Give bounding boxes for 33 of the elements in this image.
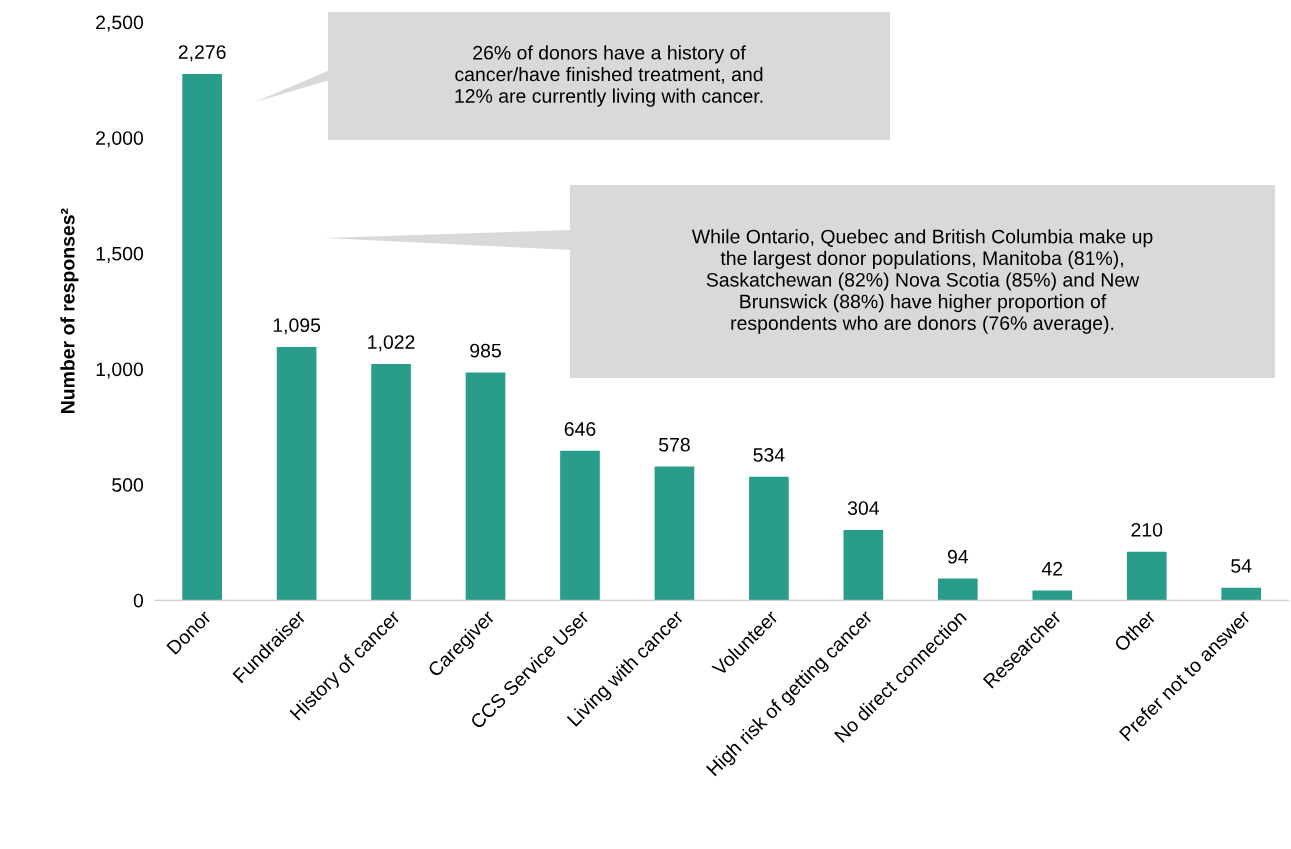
bar xyxy=(560,450,600,601)
data-label: 646 xyxy=(564,422,596,436)
bar xyxy=(843,529,884,601)
y-tick-label: 0 xyxy=(133,593,144,608)
bar xyxy=(465,372,506,601)
y-tick-label: 500 xyxy=(112,478,144,492)
data-label: 210 xyxy=(1131,522,1163,537)
bar xyxy=(371,363,411,601)
annotation: While Ontario, Quebec and British Columbia make up the largest donor populations, Manitoba (81%), Saskatchewan (82%) Nova Scotia (85%) and New Brunswick (88%) have higher proportion of respondents who are donors (76% average). xyxy=(691,229,1153,334)
bar xyxy=(276,347,317,601)
data-label: 1,022 xyxy=(368,335,415,352)
y-axis-title: Number of responses² xyxy=(60,208,79,414)
bar xyxy=(1126,551,1167,601)
data-label: 94 xyxy=(947,549,969,564)
y-tick-label: 1,000 xyxy=(96,362,144,379)
bar xyxy=(1221,587,1262,601)
y-tick-label: 2,000 xyxy=(96,131,144,148)
bar xyxy=(749,476,789,601)
data-label: 54 xyxy=(1231,559,1252,573)
bar xyxy=(654,466,695,601)
bar xyxy=(1032,590,1073,601)
data-label: 578 xyxy=(659,437,690,452)
bar xyxy=(937,578,978,601)
data-label: 2,276 xyxy=(178,45,226,62)
annotation: 26% of donors have a history of cancer/have finished treatment, and 12% are currently living with cancer. xyxy=(455,45,763,107)
y-tick-label: 1,500 xyxy=(96,246,144,263)
data-label: 42 xyxy=(1041,561,1063,576)
data-label: 1,095 xyxy=(273,318,321,335)
data-label: 985 xyxy=(470,343,501,358)
bar xyxy=(182,73,222,601)
data-label: 534 xyxy=(753,448,785,462)
y-tick-label: 2,500 xyxy=(96,15,144,32)
data-label: 304 xyxy=(847,501,880,515)
